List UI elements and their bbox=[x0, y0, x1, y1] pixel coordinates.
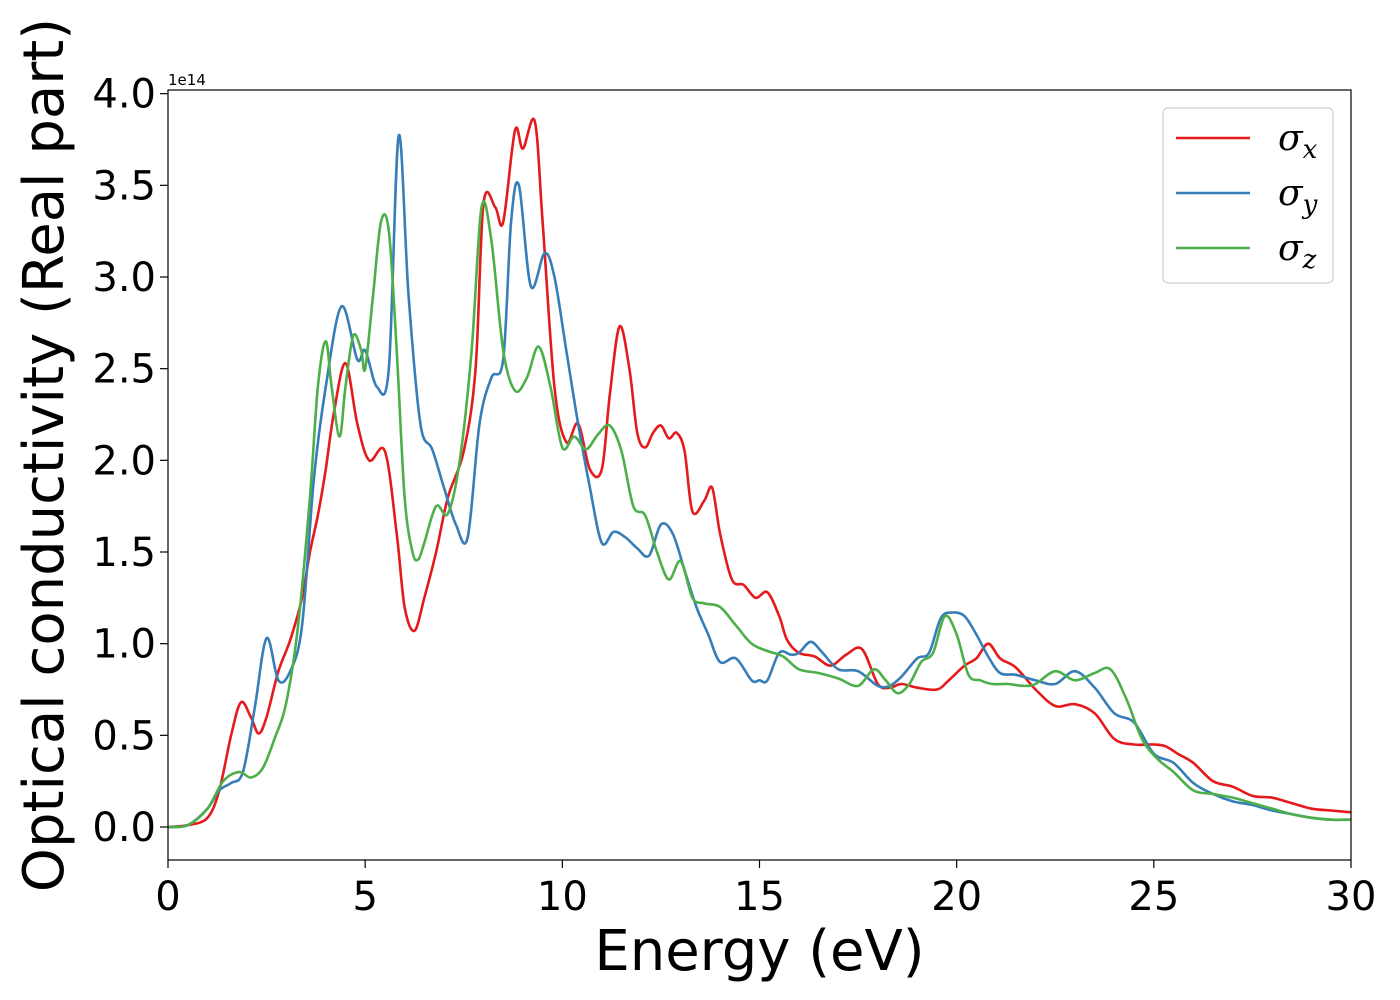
legend-label-z: σz bbox=[1278, 228, 1317, 275]
y-tick-label: 3.0 bbox=[92, 255, 156, 301]
y-offset-label: 1e14 bbox=[168, 71, 206, 89]
x-tick-label: 0 bbox=[155, 874, 180, 920]
y-tick-label: 0.5 bbox=[92, 713, 156, 759]
x-tick-label: 5 bbox=[352, 874, 377, 920]
series-line-z bbox=[168, 200, 1351, 829]
x-tick-label: 25 bbox=[1128, 874, 1179, 920]
x-tick-label: 10 bbox=[537, 874, 588, 920]
y-axis-title: Optical conductivity (Real part) bbox=[12, 18, 77, 892]
series-line-y bbox=[168, 133, 1351, 829]
y-tick-label: 0.0 bbox=[92, 805, 156, 851]
legend: σx σy σz bbox=[1162, 107, 1334, 284]
x-axis: 0 5 10 15 20 25 30 bbox=[155, 860, 1376, 920]
y-tick-label: 1.5 bbox=[92, 530, 156, 576]
series-line-x bbox=[168, 117, 1351, 829]
x-tick-label: 15 bbox=[734, 874, 785, 920]
legend-box bbox=[1162, 107, 1334, 284]
x-tick-label: 20 bbox=[931, 874, 982, 920]
y-tick-label: 4.0 bbox=[92, 72, 156, 118]
legend-label-x: σx bbox=[1278, 118, 1318, 165]
series-layer bbox=[168, 117, 1351, 829]
y-tick-label: 2.5 bbox=[92, 347, 156, 393]
legend-label-y: σy bbox=[1278, 173, 1318, 220]
y-axis: 0.0 0.5 1.0 1.5 2.0 2.5 3.0 3.5 4.0 bbox=[92, 72, 168, 851]
y-tick-label: 3.5 bbox=[92, 163, 156, 209]
x-axis-title: Energy (eV) bbox=[594, 919, 924, 984]
y-tick-label: 1.0 bbox=[92, 622, 156, 668]
x-tick-label: 30 bbox=[1326, 874, 1377, 920]
y-tick-label: 2.0 bbox=[92, 438, 156, 484]
